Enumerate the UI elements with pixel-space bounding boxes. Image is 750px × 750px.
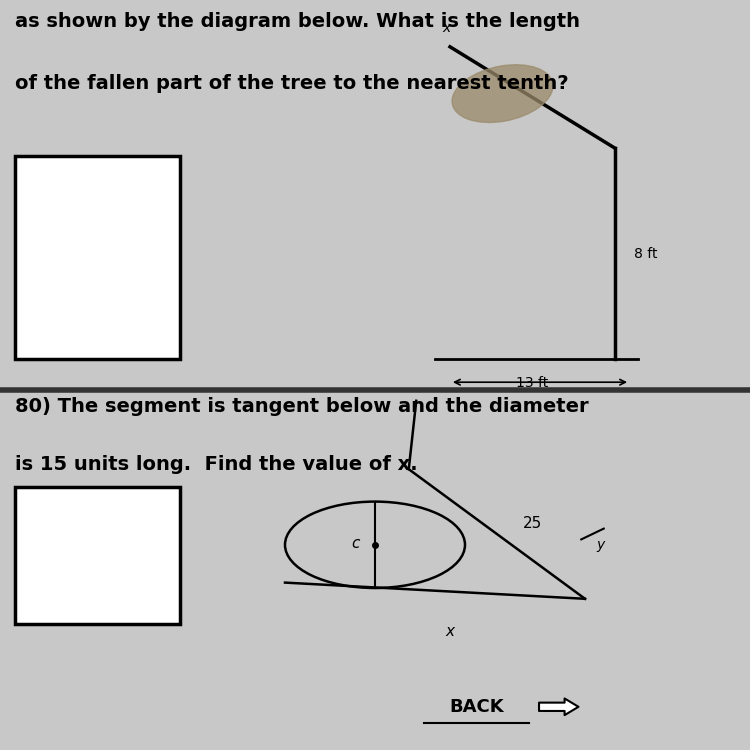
Text: 80) The segment is tangent below and the diameter: 80) The segment is tangent below and the… (15, 398, 589, 416)
Text: x: x (442, 21, 450, 35)
Text: y: y (596, 538, 604, 552)
Text: BACK: BACK (449, 698, 503, 715)
Text: of the fallen part of the tree to the nearest tenth?: of the fallen part of the tree to the ne… (15, 74, 568, 93)
FancyBboxPatch shape (15, 488, 180, 624)
Text: as shown by the diagram below. What is the length: as shown by the diagram below. What is t… (15, 12, 580, 31)
Text: is 15 units long.  Find the value of x.: is 15 units long. Find the value of x. (15, 454, 418, 474)
FancyBboxPatch shape (15, 156, 180, 358)
Ellipse shape (452, 64, 553, 122)
Text: 13 ft: 13 ft (516, 376, 548, 390)
Text: c: c (352, 536, 360, 550)
FancyArrowPatch shape (539, 698, 578, 715)
Text: x: x (446, 624, 454, 639)
Text: 8 ft: 8 ft (634, 247, 657, 260)
Text: 25: 25 (524, 516, 542, 531)
